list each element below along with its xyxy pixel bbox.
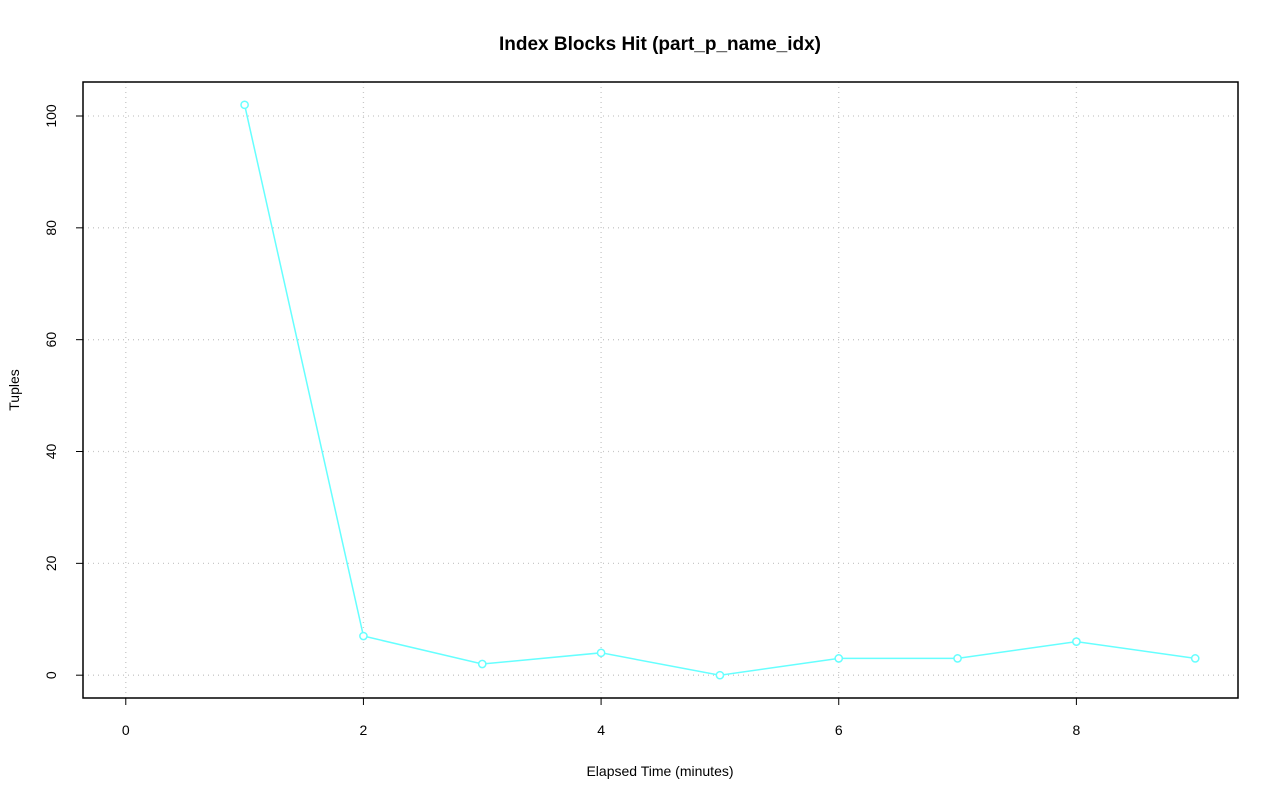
y-tick-label: 100	[43, 104, 59, 128]
y-axis-label: Tuples	[6, 369, 22, 411]
x-tick-label: 8	[1072, 722, 1080, 738]
x-axis-label: Elapsed Time (minutes)	[586, 763, 733, 779]
point	[477, 659, 487, 669]
x-tick-label: 6	[835, 722, 843, 738]
x-tick-label: 4	[597, 722, 605, 738]
point	[1190, 654, 1200, 663]
x-tick-label: 2	[360, 722, 368, 738]
point	[359, 631, 368, 641]
point	[1072, 637, 1081, 646]
plot-frame	[82, 81, 1239, 699]
point	[596, 648, 606, 658]
y-tick-label: 20	[43, 555, 59, 571]
y-tick-label: 80	[43, 220, 59, 236]
y-tick-label: 0	[43, 671, 59, 679]
x-tick-label: 0	[122, 722, 130, 738]
chart-title: Index Blocks Hit (part_p_name_idx)	[499, 34, 821, 55]
point	[953, 654, 962, 663]
y-tick-label: 40	[43, 444, 59, 460]
point	[834, 654, 844, 663]
y-tick-label: 60	[43, 332, 59, 348]
line	[243, 104, 1196, 676]
point	[715, 670, 725, 680]
point	[240, 100, 249, 110]
